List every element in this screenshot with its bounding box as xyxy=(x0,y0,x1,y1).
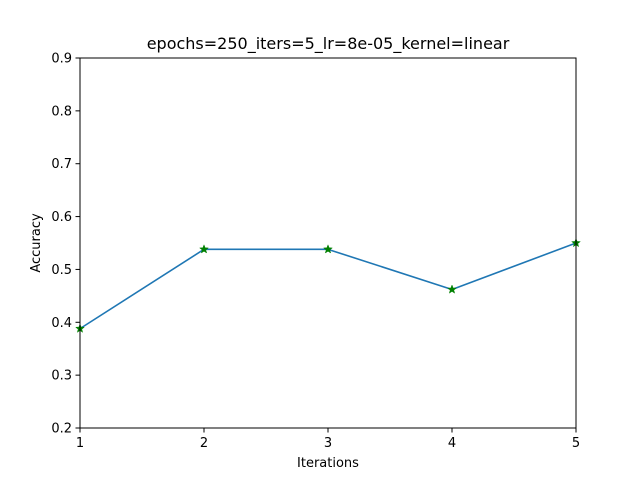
plot-area: 1 2 3 4 5 0.2 0.3 0.4 0.5 0.6 0.7 0.8 0.9 xyxy=(51,52,581,451)
data-point-2 xyxy=(199,244,209,254)
y-tick-label-6: 0.7 xyxy=(51,157,72,172)
y-tick-label-2: 0.3 xyxy=(51,369,72,384)
x-tick-label-2: 2 xyxy=(200,436,208,451)
y-tick-label-5: 0.6 xyxy=(51,210,72,225)
x-tick-label-1: 1 xyxy=(76,436,84,451)
plot-background xyxy=(80,58,576,428)
y-tick-label-3: 0.4 xyxy=(51,316,72,331)
x-tick-label-3: 3 xyxy=(324,436,332,451)
y-tick-label-4: 0.5 xyxy=(51,263,72,278)
y-tick-label-1: 0.2 xyxy=(51,422,72,437)
chart-title: epochs=250_iters=5_lr=8e-05_kernel=linea… xyxy=(147,34,510,54)
data-point-4 xyxy=(447,284,457,294)
y-tick-label-8: 0.9 xyxy=(51,52,72,67)
x-tick-label-4: 4 xyxy=(448,436,456,451)
y-axis-title: Accuracy xyxy=(29,213,44,273)
data-point-3 xyxy=(323,244,333,254)
x-axis-title: Iterations xyxy=(297,456,359,471)
x-tick-label-5: 5 xyxy=(572,436,580,451)
y-tick-label-7: 0.8 xyxy=(51,104,72,119)
